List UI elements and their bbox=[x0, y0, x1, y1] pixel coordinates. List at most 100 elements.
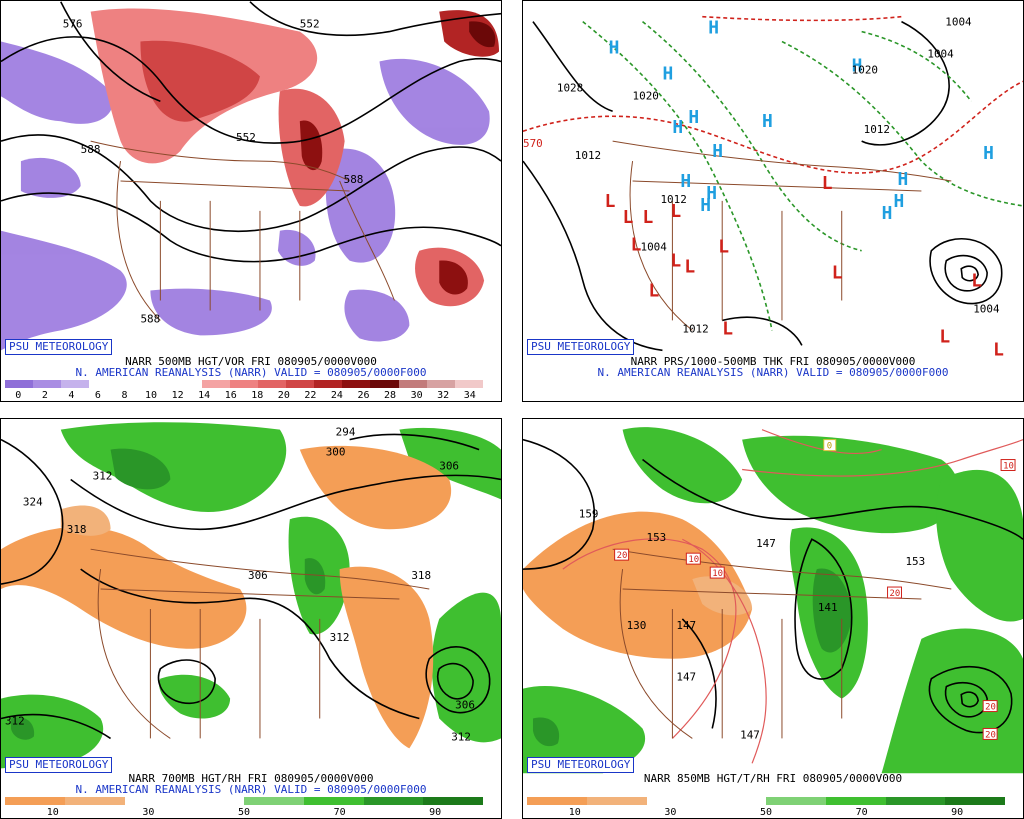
panel-500mb-vorticity: 576 552 588 588 588 552 PSU METEOROLOGY … bbox=[0, 0, 502, 402]
svg-text:1004: 1004 bbox=[641, 241, 668, 254]
svg-text:L: L bbox=[605, 191, 616, 212]
rh-scale-ticks: 10 30 50 70 90 bbox=[523, 807, 1023, 818]
scale-segment bbox=[342, 380, 371, 388]
svg-text:312: 312 bbox=[330, 631, 350, 644]
svg-text:153: 153 bbox=[647, 531, 667, 544]
scale-segment bbox=[398, 380, 427, 388]
svg-text:H: H bbox=[609, 38, 620, 59]
svg-text:318: 318 bbox=[67, 523, 87, 536]
scale-segment bbox=[454, 380, 483, 388]
svg-text:10: 10 bbox=[712, 569, 723, 579]
scale-segment bbox=[64, 797, 125, 805]
scale-tick-label: 28 bbox=[384, 390, 397, 401]
height-label: 588 bbox=[81, 143, 101, 156]
svg-text:20: 20 bbox=[985, 730, 996, 740]
map-500mb-vorticity: 576 552 588 588 588 552 bbox=[1, 1, 501, 356]
svg-text:294: 294 bbox=[336, 426, 356, 439]
scale-segment bbox=[145, 380, 174, 388]
height-labels: 312 324 318 300 306 306 318 312 306 312 … bbox=[5, 426, 475, 744]
map-700mb-rh: 312 324 318 300 306 306 318 312 306 312 … bbox=[1, 419, 501, 774]
scale-tick-label: 30 bbox=[142, 807, 155, 818]
scale-tick-label: 14 bbox=[198, 390, 211, 401]
scale-segment bbox=[124, 797, 185, 805]
svg-text:10: 10 bbox=[1003, 462, 1014, 472]
scale-segment bbox=[117, 380, 146, 388]
svg-text:306: 306 bbox=[455, 699, 475, 712]
scale-tick-label: 8 bbox=[121, 390, 128, 401]
svg-text:H: H bbox=[662, 63, 673, 84]
svg-text:L: L bbox=[631, 235, 642, 256]
scale-tick-label: 32 bbox=[437, 390, 450, 401]
scale-tick-label: 16 bbox=[224, 390, 237, 401]
svg-text:L: L bbox=[643, 207, 654, 228]
scale-segment bbox=[201, 380, 230, 388]
scale-tick-label: 30 bbox=[410, 390, 423, 401]
svg-text:1004: 1004 bbox=[973, 302, 1000, 315]
svg-text:H: H bbox=[708, 18, 719, 39]
scale-tick-label: 22 bbox=[304, 390, 317, 401]
svg-text:H: H bbox=[712, 141, 723, 162]
positive-vorticity-areas bbox=[90, 8, 500, 307]
scale-segment bbox=[5, 380, 34, 388]
svg-text:312: 312 bbox=[5, 714, 25, 727]
height-contours bbox=[1, 433, 501, 740]
scale-tick-label: 90 bbox=[429, 807, 442, 818]
svg-text:1012: 1012 bbox=[575, 149, 601, 162]
svg-text:1020: 1020 bbox=[852, 63, 878, 76]
scale-tick-label: 10 bbox=[46, 807, 59, 818]
svg-text:141: 141 bbox=[818, 601, 838, 614]
svg-text:318: 318 bbox=[411, 569, 431, 582]
svg-text:306: 306 bbox=[248, 569, 268, 582]
isobars bbox=[523, 20, 1003, 352]
political-boundaries bbox=[612, 140, 952, 331]
psu-meteorology-badge: PSU METEOROLOGY bbox=[5, 757, 113, 773]
svg-text:130: 130 bbox=[627, 619, 647, 632]
height-label: 588 bbox=[344, 173, 364, 186]
rh-color-scale bbox=[527, 797, 1005, 805]
svg-text:L: L bbox=[718, 237, 729, 258]
scale-segment bbox=[825, 797, 886, 805]
political-boundaries bbox=[90, 140, 395, 321]
scale-tick-label: 4 bbox=[68, 390, 75, 401]
scale-segment bbox=[527, 797, 587, 805]
map-subtitle: N. AMERICAN REANALYSIS (NARR) VALID = 08… bbox=[75, 783, 427, 796]
panel-850mb-t-rh: 159 153 147 141 147 147 130 147 153 10 1… bbox=[522, 418, 1024, 819]
temperature-isotherms bbox=[562, 429, 1023, 764]
scale-segment bbox=[766, 797, 826, 805]
height-label: 552 bbox=[300, 18, 320, 31]
svg-text:H: H bbox=[898, 169, 909, 190]
scale-tick-label: 70 bbox=[333, 807, 346, 818]
svg-text:L: L bbox=[684, 257, 695, 278]
svg-text:H: H bbox=[894, 191, 905, 212]
svg-text:1012: 1012 bbox=[682, 322, 708, 335]
temperature-box-labels: 10 10 20 20 20 10 0 20 bbox=[614, 439, 1016, 740]
map-subtitle: N. AMERICAN REANALYSIS (NARR) VALID = 08… bbox=[75, 366, 427, 379]
svg-text:306: 306 bbox=[439, 460, 459, 473]
scale-tick-label: 70 bbox=[855, 807, 868, 818]
scale-tick-label: 24 bbox=[330, 390, 343, 401]
scale-segment bbox=[426, 380, 455, 388]
svg-text:300: 300 bbox=[326, 446, 346, 459]
height-label: 552 bbox=[236, 131, 256, 144]
svg-text:324: 324 bbox=[23, 495, 43, 508]
scale-segment bbox=[586, 797, 647, 805]
scale-tick-label: 90 bbox=[951, 807, 964, 818]
svg-text:1012: 1012 bbox=[864, 123, 890, 136]
svg-text:147: 147 bbox=[740, 728, 760, 741]
scale-segment bbox=[370, 380, 399, 388]
svg-text:1004: 1004 bbox=[945, 16, 972, 29]
scale-tick-label: 50 bbox=[759, 807, 773, 818]
svg-text:H: H bbox=[762, 111, 773, 132]
svg-text:147: 147 bbox=[676, 671, 696, 684]
svg-text:L: L bbox=[832, 263, 843, 284]
svg-text:147: 147 bbox=[756, 537, 776, 550]
svg-text:L: L bbox=[971, 271, 982, 292]
svg-text:20: 20 bbox=[890, 589, 901, 599]
svg-text:H: H bbox=[706, 183, 717, 204]
scale-segment bbox=[314, 380, 343, 388]
map-title: NARR 700MB HGT/RH FRI 080905/0000V000 bbox=[128, 772, 374, 785]
map-850mb-t-rh: 159 153 147 141 147 147 130 147 153 10 1… bbox=[523, 419, 1023, 774]
high-pressure-markers: HHH HH H HHH HHH HHH bbox=[609, 18, 994, 224]
svg-text:0: 0 bbox=[827, 442, 832, 452]
